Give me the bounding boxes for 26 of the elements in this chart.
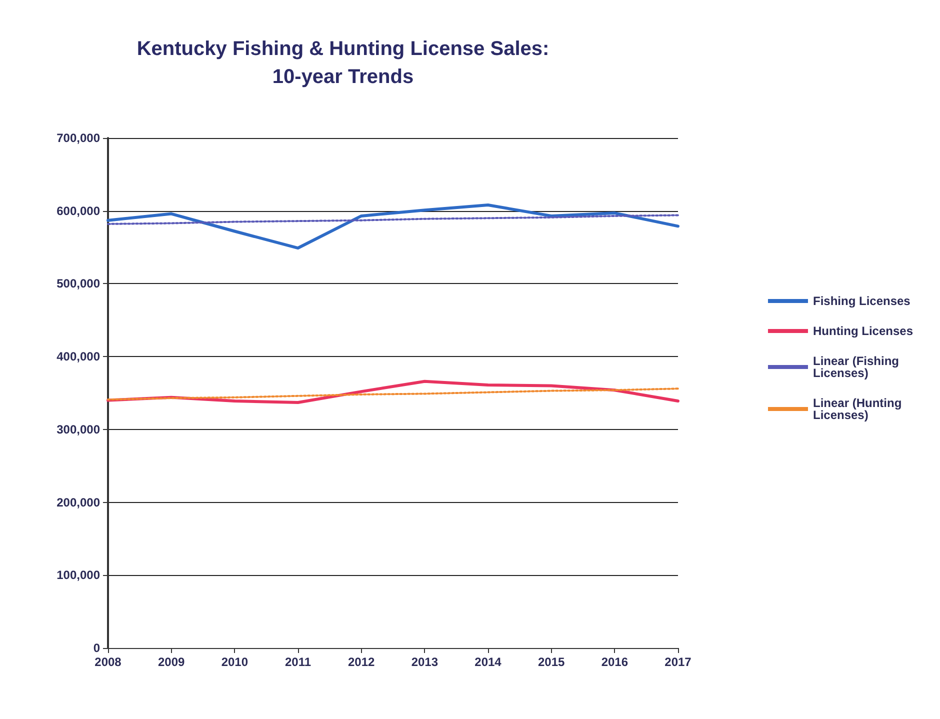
y-tick-label: 300,000 xyxy=(56,422,100,436)
y-tick-label: 400,000 xyxy=(56,350,100,364)
x-tick-label: 2011 xyxy=(284,655,312,669)
y-tick-label: 600,000 xyxy=(56,204,100,218)
line-series xyxy=(107,214,679,225)
chart-title: Kentucky Fishing & Hunting License Sales: 10-year Trends xyxy=(136,38,550,88)
x-tick-label: 2017 xyxy=(664,655,692,669)
x-tick-label: 2015 xyxy=(538,655,566,669)
y-tick-label: 0 xyxy=(93,641,100,655)
legend-label: Fishing Licenses xyxy=(812,294,911,308)
x-tick-label: 2009 xyxy=(158,655,186,669)
x-tick-label: 2014 xyxy=(474,655,502,669)
x-tick-label: 2016 xyxy=(601,655,628,669)
x-tick-label: 2012 xyxy=(348,655,376,669)
legend-label: Linear (Fishing Licenses) xyxy=(812,354,902,380)
line-series xyxy=(106,204,680,250)
legend-label: Linear (Hunting Licenses) xyxy=(812,396,905,422)
x-tick-label: 2008 xyxy=(94,655,122,669)
y-tick-label: 500,000 xyxy=(56,276,100,291)
line-series xyxy=(107,388,679,401)
x-tick-label: 2010 xyxy=(221,655,248,669)
y-tick-label: 200,000 xyxy=(56,495,100,510)
legend-label: Hunting Licenses xyxy=(812,324,914,338)
y-tick-label: 700,000 xyxy=(56,131,100,145)
x-tick-label: 2013 xyxy=(411,655,438,669)
y-tick-label: 100,000 xyxy=(56,568,100,582)
